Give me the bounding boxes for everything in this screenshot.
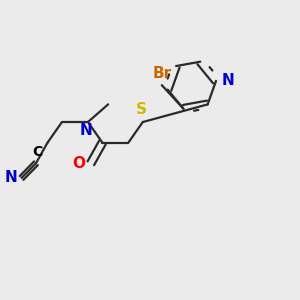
Text: C: C: [32, 145, 43, 159]
Text: N: N: [4, 170, 17, 185]
Text: N: N: [221, 74, 234, 88]
Text: O: O: [73, 156, 85, 171]
Text: S: S: [136, 102, 147, 117]
Text: N: N: [80, 124, 93, 139]
Text: Br: Br: [152, 66, 171, 81]
